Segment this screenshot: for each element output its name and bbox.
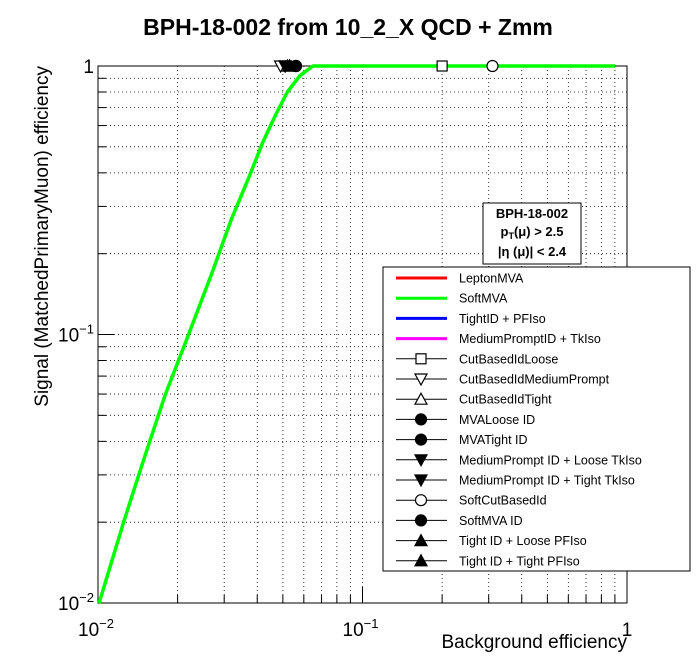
marker-tight-id-tight-pfiso (282, 58, 297, 72)
legend-marker-swatch (414, 494, 428, 507)
series-line-softmva (97, 64, 615, 604)
info-line-1: BPH-18-002 (496, 206, 568, 221)
legend-entry: SoftMVA (396, 292, 508, 306)
legend-label: SoftCutBasedId (459, 494, 547, 508)
y-tick-label: 10−2 (58, 590, 94, 615)
legend-entry: CutBasedIdMediumPrompt (396, 373, 610, 387)
legend-entry: MediumPrompt ID + Tight TkIso (396, 474, 635, 488)
legend-marker-swatch (414, 514, 428, 527)
legend-label: CutBasedIdTight (459, 393, 552, 407)
legend-marker-swatch (413, 553, 429, 567)
legend-marker-swatch (414, 433, 428, 446)
legend-label: MVALoose ID (459, 413, 535, 427)
legend-marker-swatch (413, 391, 429, 405)
legend-label: LeptonMVA (459, 272, 524, 286)
info-line-2: pT(μ) > 2.5 (501, 224, 564, 241)
legend-entry: CutBasedIdTight (396, 391, 552, 407)
x-tick-label: 10−1 (343, 616, 379, 641)
legend-label: TightID + PFIso (459, 312, 546, 326)
legend-entry: MediumPromptID + TkIso (396, 332, 601, 346)
x-axis-label: Background efficiency (441, 632, 627, 653)
legend-label: MediumPrompt ID + Tight TkIso (459, 474, 635, 488)
legend-marker-swatch (413, 474, 429, 488)
legend-entry: SoftMVA ID (396, 514, 523, 528)
markers-layer (273, 58, 499, 74)
info-box: BPH-18-002 pT(μ) > 2.5 |η (μ)| < 2.4 (482, 202, 582, 265)
legend-marker-swatch (413, 533, 429, 547)
legend-label: MediumPrompt ID + Loose TkIso (459, 453, 642, 467)
info-box-frame (482, 202, 582, 265)
legend-label: MVATight ID (459, 433, 528, 447)
legend-label: SoftMVA (459, 292, 508, 306)
info-line-3: |η (μ)| < 2.4 (498, 244, 567, 259)
legend-marker-swatch (414, 413, 428, 426)
series-layer (97, 64, 615, 604)
marker-cutbasedidloose (436, 60, 448, 72)
legend-marker-swatch (415, 353, 427, 365)
legend-entry: Tight ID + Tight PFIso (396, 553, 580, 568)
x-tick-label: 10−2 (78, 616, 114, 641)
legend-entry: Tight ID + Loose PFIso (396, 533, 587, 548)
legend-label: MediumPromptID + TkIso (459, 332, 601, 346)
legend-label: Tight ID + Tight PFIso (459, 554, 580, 568)
legend-label: CutBasedIdMediumPrompt (459, 373, 610, 387)
legend-entries: LeptonMVA SoftMVA TightID + PFIso MediumPro… (396, 272, 642, 568)
y-tick-label: 1 (83, 57, 94, 78)
legend-label: SoftMVA ID (459, 514, 523, 528)
legend-marker-swatch (413, 373, 429, 387)
axis-ticks: 10−2 10−1 1 10−2 10−1 1 (58, 57, 632, 641)
legend-entry: CutBasedIdLoose (396, 352, 558, 366)
legend-entry: LeptonMVA (396, 272, 524, 286)
chart-title: BPH-18-002 from 10_2_X QCD + Zmm (143, 14, 553, 40)
x-tick-label: 1 (622, 620, 633, 641)
legend-marker-swatch (413, 454, 429, 468)
legend-entry: MVALoose ID (396, 413, 535, 427)
legend: LeptonMVA SoftMVA TightID + PFIso MediumPro… (382, 266, 691, 572)
y-axis-label: Signal (MatchedPrimaryMuon) efficiency (32, 66, 53, 407)
legend-label: CutBasedIdLoose (459, 352, 558, 366)
legend-entry: MediumPrompt ID + Loose TkIso (396, 453, 642, 467)
y-tick-label: 10−1 (58, 322, 94, 347)
marker-softcutbasedid (486, 59, 499, 73)
legend-label: Tight ID + Loose PFIso (459, 534, 587, 548)
legend-entry: MVATight ID (396, 433, 528, 447)
legend-entry: TightID + PFIso (396, 312, 546, 326)
legend-entry: SoftCutBasedId (396, 494, 547, 508)
